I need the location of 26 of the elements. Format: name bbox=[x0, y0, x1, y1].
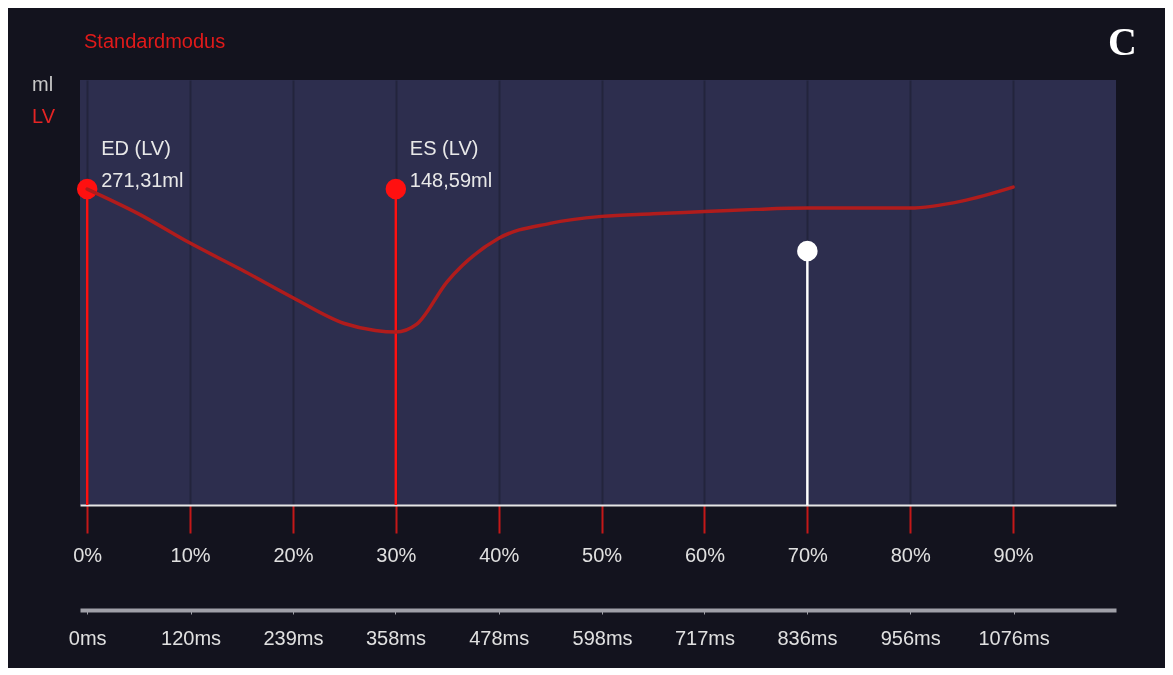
x-tick-label: 90% bbox=[993, 543, 1034, 566]
x2-tick-label: 1076ms bbox=[978, 626, 1050, 649]
annotation: ES (LV) 148,59ml bbox=[409, 137, 493, 192]
x2-tick-label: 956ms bbox=[880, 626, 941, 649]
x2-tick-label: 120ms bbox=[161, 626, 222, 649]
x-tick-label: 70% bbox=[787, 543, 829, 566]
x-tick-label: 40% bbox=[479, 543, 520, 566]
x-tick-label: 10% bbox=[170, 543, 211, 566]
x2-tick-label: 836ms bbox=[777, 626, 838, 649]
x-tick-label: 80% bbox=[890, 543, 931, 566]
x-tick-label: 60% bbox=[684, 543, 726, 566]
x2-tick-label: 478ms bbox=[469, 626, 530, 649]
x2-tick-label: 358ms bbox=[365, 626, 426, 649]
x-tick-label: 0% bbox=[73, 543, 103, 566]
x-tick-label: 20% bbox=[273, 543, 314, 566]
x-tick-label: 30% bbox=[376, 543, 417, 566]
text: LV bbox=[32, 105, 55, 128]
chart-title: Standardmodus bbox=[84, 30, 226, 53]
x2-tick-label: 598ms bbox=[572, 626, 633, 649]
x2-tick-label: 239ms bbox=[263, 626, 324, 649]
text: C bbox=[1108, 18, 1137, 65]
annotation: ED (LV) 271,31ml bbox=[101, 137, 184, 192]
y-axis-title: ml bbox=[32, 73, 54, 96]
x2-tick-label: 717ms bbox=[674, 626, 736, 649]
x-tick-label: 50% bbox=[582, 543, 623, 566]
x2-tick-label: 0ms bbox=[68, 626, 107, 649]
